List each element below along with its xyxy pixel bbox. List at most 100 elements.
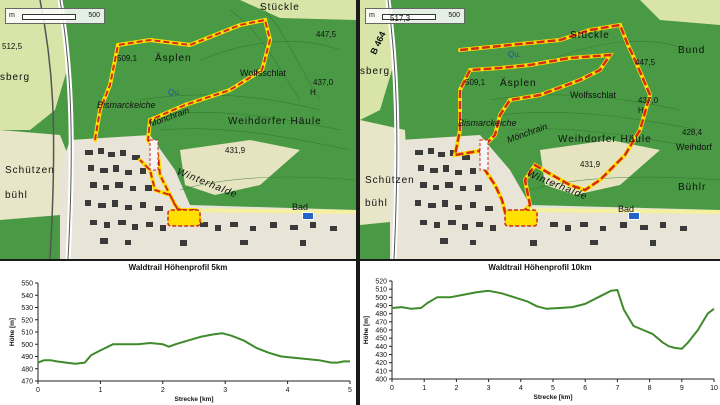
x-tick-label: 6 [583,385,587,392]
elevation-series-line [37,332,350,365]
x-tick-label: 1 [98,387,102,394]
map-label-asplen: Äsplen [155,53,192,64]
y-tick-label: 500 [21,342,33,349]
map-10km-graphic [360,0,720,259]
y-tick-label: 430 [375,352,387,359]
map-label-schutzen: Schützen [5,165,55,176]
map-label-bad: Bad [292,202,309,212]
elevation-chart-10km: 4004104204304404504604704804905005105200… [363,279,718,402]
x-tick-label: 0 [36,387,40,394]
x-axis-label: Strecke [km] [174,396,213,403]
x-tick-label: 2 [161,387,165,394]
map-label-berg: sberg [0,72,31,83]
chart-title: Waldtrail Höhenprofil 10km [488,263,592,272]
map-label-height: 437,0 [313,78,334,87]
map-label-weihdorfer: Weihdorfer Häule [558,134,652,145]
map-5km-graphic [0,0,356,259]
y-tick-label: 510 [375,287,387,294]
x-tick-label: 10 [710,385,718,392]
map-label-bismarckeiche: Bismarckeiche [458,118,517,128]
y-tick-label: 550 [21,281,33,288]
x-tick-label: 1 [422,385,426,392]
map-label-weihdorf: Weihdorf [676,142,712,152]
x-tick-label: 3 [223,387,227,394]
x-tick-label: 9 [680,385,684,392]
y-tick-label: 470 [375,319,387,326]
y-tick-label: 510 [21,330,33,337]
map-scale-bar: m 500 [5,8,105,24]
panel-divider-vertical [356,0,360,405]
map-label-bad: Bad [618,204,635,214]
map-label-height: 447,5 [635,58,656,67]
chart-panel-5km: Waldtrail Höhenprofil 5km 470 480 490 500 51… [0,261,356,405]
y-tick-label: 530 [21,305,33,312]
chart-title: Waldtrail Höhenprofil 5km [128,263,228,272]
chart-panel-10km: Waldtrail Höhenprofil 10km 400 410 420 430 4… [360,261,720,405]
x-tick-label: 0 [390,385,394,392]
y-tick-label: 460 [375,328,387,335]
y-tick-label: 490 [21,354,33,361]
y-tick-label: 410 [375,368,387,375]
map-label-stuckle: Stückle [570,30,610,41]
map-label-height: 431,9 [580,160,601,169]
y-tick-label: 450 [375,336,387,343]
map-label-bismarckeiche: Bismarckeiche [97,100,156,110]
y-tick-label: 480 [375,311,387,318]
y-tick-label: 440 [375,344,387,351]
y-tick-label: 490 [375,303,387,310]
scale-bar-graphic [382,14,436,20]
x-tick-label: 5 [551,385,555,392]
map-label-height: 509,1 [465,78,486,87]
bus-stop-icon [628,212,640,220]
map-label-height: 428,4 [682,128,703,137]
map-panel-10km[interactable]: m 500 B 464 517,3 Stückle Bund 447,5 sbe… [360,0,720,259]
y-tick-label: 480 [21,366,33,373]
scale-unit: m [369,12,375,19]
y-tick-label: 400 [375,377,387,384]
x-tick-label: 2 [454,385,458,392]
map-label-height: 447,5 [316,30,337,39]
y-tick-label: 470 [21,379,33,386]
map-panel-5km[interactable]: m 500 Stückle 447,5 512,5 sberg 509,1 Äs… [0,0,356,259]
y-axis-label: Höhe [m] [363,316,370,344]
map-label-qu: Qu. [168,88,181,97]
scale-unit: m [9,12,15,19]
x-tick-label: 7 [615,385,619,392]
map-label-height: 512,5 [2,42,23,51]
y-tick-label: 420 [375,360,387,367]
x-tick-label: 3 [487,385,491,392]
map-label-height: 517,3 [390,14,411,23]
y-tick-label: 540 [21,293,33,300]
map-label-height: 509,1 [117,54,138,63]
map-label-h: H [638,106,644,115]
map-label-buhlr: Bühlr [678,182,707,193]
y-tick-label: 520 [375,279,387,286]
x-tick-label: 4 [519,385,523,392]
map-label-schutzen: Schützen [365,175,415,186]
map-label-wolfsschlat: Wolfsschlat [240,68,286,78]
map-label-bund: Bund [678,45,706,56]
x-tick-label: 4 [286,387,290,394]
map-label-wolfsschlat: Wolfsschlat [570,90,616,100]
scale-value: 500 [88,12,100,19]
map-label-height: 431,9 [225,146,246,155]
bus-stop-icon [302,212,314,220]
elevation-chart-5km: 470 480 490 500 510 520 530 540 550 0 1 2 3 4 5 Strecke… [9,281,352,404]
x-tick-label: 5 [348,387,352,394]
scale-bar-graphic [22,14,76,20]
map-label-weihdorfer: Weihdorfer Häule [228,116,322,127]
map-label-berg: sberg [360,66,391,77]
map-label-buhl: bühl [5,190,28,201]
map-label-height: 437,0 [638,96,659,105]
y-axis-label: Höhe [m] [9,318,16,346]
panel-divider-horizontal [0,259,720,261]
map-label-buhl: bühl [365,198,388,209]
map-scale-bar: m 500 [365,8,465,24]
map-label-qu: Qu. [508,50,521,59]
map-label-h: H [310,88,316,97]
x-tick-label: 8 [648,385,652,392]
scale-value: 500 [448,12,460,19]
map-label-asplen: Äsplen [500,78,537,89]
y-tick-label: 500 [375,295,387,302]
y-tick-label: 520 [21,317,33,324]
